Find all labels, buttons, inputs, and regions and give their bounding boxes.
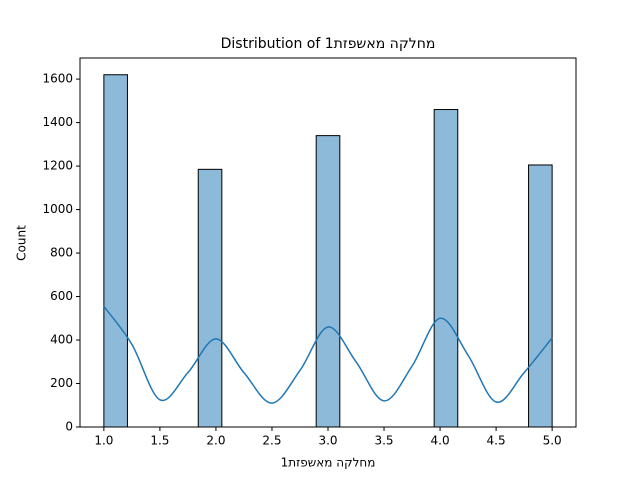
y-tick-label: 800 <box>50 246 73 260</box>
x-tick-label: 2.0 <box>206 434 225 448</box>
y-tick-label: 1600 <box>42 72 73 86</box>
y-tick-label: 1200 <box>42 159 73 173</box>
x-tick-label: 3.5 <box>374 434 393 448</box>
y-tick-label: 1000 <box>42 202 73 216</box>
bar <box>528 164 553 428</box>
y-tick-label: 400 <box>50 333 73 347</box>
y-tick-label: 600 <box>50 289 73 303</box>
y-axis-label: Count <box>15 225 29 261</box>
x-tick-label: 3.0 <box>318 434 337 448</box>
bar <box>315 135 341 428</box>
bar <box>197 168 223 428</box>
bar <box>103 74 128 428</box>
x-tick-label: 1.5 <box>150 434 169 448</box>
y-tick-label: 0 <box>65 420 73 434</box>
x-tick-label: 5.0 <box>543 434 562 448</box>
x-tick-label: 4.0 <box>431 434 450 448</box>
chart-title: Distribution of מחלקה מאשפזת1 <box>221 36 436 52</box>
plot-frame <box>79 57 577 428</box>
x-axis-label: מחלקה מאשפזת1 <box>281 456 376 470</box>
x-tick-label: 4.5 <box>487 434 506 448</box>
kde-line <box>103 305 553 404</box>
x-tick-label: 1.0 <box>94 434 113 448</box>
bar <box>433 109 459 428</box>
y-tick-label: 200 <box>50 376 73 390</box>
y-tick-label: 1400 <box>42 115 73 129</box>
x-tick-label: 2.5 <box>262 434 281 448</box>
